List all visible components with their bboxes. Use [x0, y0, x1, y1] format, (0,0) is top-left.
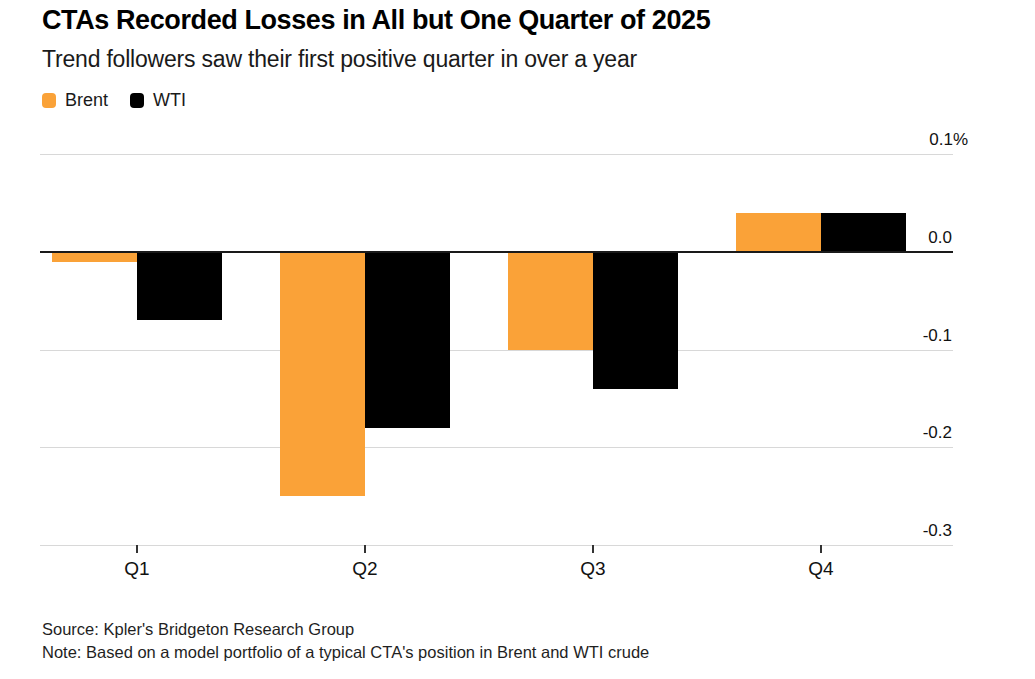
y-axis-label: 0.1%	[878, 130, 968, 150]
y-axis-label: -0.1	[862, 326, 952, 346]
chart-page: CTAs Recorded Losses in All but One Quar…	[0, 0, 1035, 679]
bar-chart-plot-area: 0.1%0.0-0.1-0.2-0.3Q1Q2Q3Q4	[0, 0, 1035, 679]
footer: Source: Kpler's Bridgeton Research Group…	[42, 618, 649, 664]
x-axis-tick	[136, 545, 138, 553]
x-axis-label-q3: Q3	[580, 558, 605, 580]
gridline	[40, 545, 953, 546]
bar-brent-q2	[280, 252, 365, 496]
x-axis-tick	[364, 545, 366, 553]
x-axis-label-q2: Q2	[352, 558, 377, 580]
zero-axis-line	[40, 251, 953, 253]
x-axis-tick	[820, 545, 822, 553]
bar-wti-q1	[137, 252, 222, 320]
y-axis-label: -0.2	[862, 423, 952, 443]
x-axis-label-q1: Q1	[124, 558, 149, 580]
gridline	[40, 350, 953, 351]
x-axis-label-q4: Q4	[808, 558, 833, 580]
gridline	[40, 447, 953, 448]
bar-wti-q2	[365, 252, 450, 428]
gridline	[40, 154, 953, 155]
bar-brent-q1	[52, 252, 137, 262]
source-note: Source: Kpler's Bridgeton Research Group	[42, 618, 649, 641]
methodology-note: Note: Based on a model portfolio of a ty…	[42, 641, 649, 664]
bar-brent-q4	[736, 213, 821, 252]
y-axis-label: -0.3	[862, 521, 952, 541]
bar-wti-q4	[821, 213, 906, 252]
bar-wti-q3	[593, 252, 678, 389]
bar-brent-q3	[508, 252, 593, 350]
x-axis-tick	[592, 545, 594, 553]
